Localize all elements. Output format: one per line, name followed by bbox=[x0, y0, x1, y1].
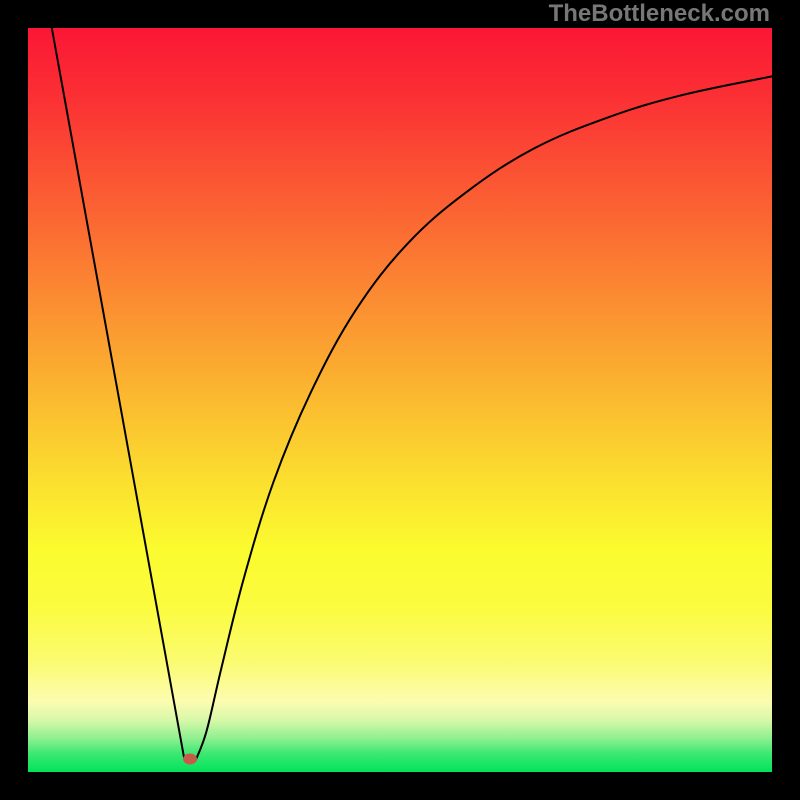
plot-area bbox=[28, 28, 772, 772]
watermark-text: TheBottleneck.com bbox=[549, 0, 770, 28]
bottleneck-curve bbox=[52, 28, 772, 761]
optimum-marker bbox=[183, 753, 197, 764]
curve-layer bbox=[28, 28, 772, 772]
chart-stage: TheBottleneck.com bbox=[0, 0, 800, 800]
